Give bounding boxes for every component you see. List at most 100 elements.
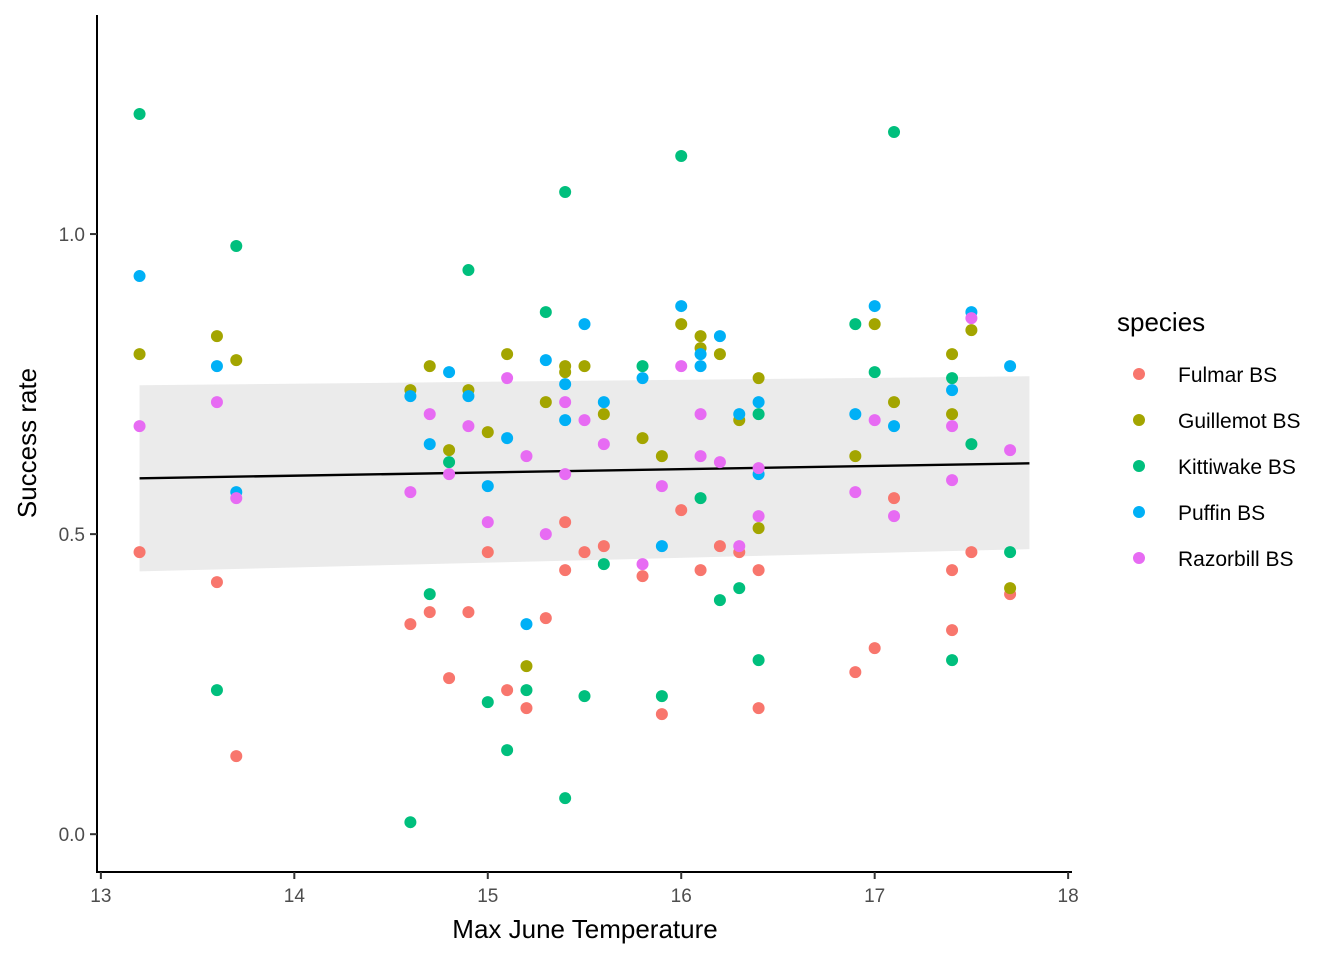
data-point-guillemot-bs	[597, 408, 610, 421]
data-point-puffin-bs	[675, 300, 688, 313]
data-point-kittiwake-bs	[404, 816, 417, 829]
data-point-puffin-bs	[210, 360, 223, 373]
confidence-band	[139, 376, 1030, 572]
data-point-razorbill-bs	[946, 474, 959, 487]
data-point-fulmar-bs	[501, 684, 514, 697]
data-point-guillemot-bs	[965, 324, 978, 337]
data-point-fulmar-bs	[965, 546, 978, 559]
data-point-fulmar-bs	[423, 606, 436, 619]
data-point-fulmar-bs	[849, 666, 862, 679]
data-point-kittiwake-bs	[559, 186, 572, 199]
data-point-puffin-bs	[733, 408, 746, 421]
data-point-razorbill-bs	[210, 396, 223, 409]
data-point-kittiwake-bs	[133, 108, 146, 121]
data-point-guillemot-bs	[655, 450, 668, 463]
data-point-puffin-bs	[694, 360, 707, 373]
data-point-fulmar-bs	[713, 540, 726, 553]
data-point-razorbill-bs	[752, 462, 765, 475]
data-point-razorbill-bs	[733, 540, 746, 553]
data-point-kittiwake-bs	[520, 684, 533, 697]
legend-key	[1133, 414, 1145, 426]
data-point-puffin-bs	[655, 540, 668, 553]
data-point-puffin-bs	[597, 396, 610, 409]
data-point-fulmar-bs	[462, 606, 475, 619]
data-point-razorbill-bs	[675, 360, 688, 373]
data-point-puffin-bs	[539, 354, 552, 367]
data-point-kittiwake-bs	[849, 318, 862, 331]
data-point-fulmar-bs	[752, 702, 765, 715]
data-point-razorbill-bs	[481, 516, 494, 529]
data-point-kittiwake-bs	[713, 594, 726, 607]
data-point-kittiwake-bs	[733, 582, 746, 595]
data-point-razorbill-bs	[965, 312, 978, 325]
legend-label: Puffin BS	[1178, 502, 1265, 525]
data-point-razorbill-bs	[694, 408, 707, 421]
data-point-guillemot-bs	[539, 396, 552, 409]
data-point-kittiwake-bs	[694, 492, 707, 505]
data-point-guillemot-bs	[1004, 582, 1017, 595]
data-point-guillemot-bs	[946, 348, 959, 361]
data-point-kittiwake-bs	[443, 456, 456, 469]
data-point-kittiwake-bs	[636, 360, 649, 373]
data-point-fulmar-bs	[597, 540, 610, 553]
data-point-guillemot-bs	[694, 330, 707, 343]
legend-key	[1133, 460, 1145, 472]
x-axis-title: Max June Temperature	[452, 914, 717, 944]
data-points-layer	[133, 108, 1017, 829]
data-point-puffin-bs	[501, 432, 514, 445]
data-point-kittiwake-bs	[578, 690, 591, 703]
data-point-razorbill-bs	[713, 456, 726, 469]
data-point-fulmar-bs	[230, 750, 243, 763]
data-point-fulmar-bs	[946, 624, 959, 637]
data-point-puffin-bs	[713, 330, 726, 343]
data-point-fulmar-bs	[694, 564, 707, 577]
legend-label: Fulmar BS	[1178, 364, 1277, 387]
data-point-guillemot-bs	[559, 366, 572, 379]
data-point-fulmar-bs	[520, 702, 533, 715]
data-point-kittiwake-bs	[888, 126, 901, 139]
data-point-guillemot-bs	[443, 444, 456, 457]
data-point-puffin-bs	[888, 420, 901, 433]
data-point-razorbill-bs	[655, 480, 668, 493]
data-point-razorbill-bs	[230, 492, 243, 505]
data-point-guillemot-bs	[849, 450, 862, 463]
data-point-razorbill-bs	[578, 414, 591, 427]
data-point-puffin-bs	[946, 384, 959, 397]
data-point-fulmar-bs	[559, 564, 572, 577]
data-point-razorbill-bs	[501, 372, 514, 385]
legend-label: Razorbill BS	[1178, 548, 1294, 571]
data-point-fulmar-bs	[655, 708, 668, 721]
data-point-puffin-bs	[423, 438, 436, 451]
data-point-puffin-bs	[481, 480, 494, 493]
x-tick-label: 13	[90, 886, 111, 907]
trend-line-layer	[139, 462, 1030, 480]
data-point-guillemot-bs	[423, 360, 436, 373]
data-point-razorbill-bs	[423, 408, 436, 421]
data-point-guillemot-bs	[868, 318, 881, 331]
data-point-guillemot-bs	[752, 372, 765, 385]
data-point-puffin-bs	[404, 390, 417, 403]
legend-label: Kittiwake BS	[1178, 456, 1296, 479]
data-point-puffin-bs	[752, 396, 765, 409]
data-point-razorbill-bs	[559, 468, 572, 481]
data-point-kittiwake-bs	[559, 792, 572, 805]
legend-label: Guillemot BS	[1178, 410, 1301, 433]
data-point-kittiwake-bs	[752, 654, 765, 667]
data-point-razorbill-bs	[404, 486, 417, 499]
data-point-fulmar-bs	[888, 492, 901, 505]
data-point-fulmar-bs	[578, 546, 591, 559]
data-point-puffin-bs	[868, 300, 881, 313]
legend-key	[1133, 506, 1145, 518]
x-tick-label: 16	[671, 886, 692, 907]
data-point-guillemot-bs	[501, 348, 514, 361]
data-point-guillemot-bs	[578, 360, 591, 373]
data-point-guillemot-bs	[210, 330, 223, 343]
data-point-kittiwake-bs	[965, 438, 978, 451]
data-point-fulmar-bs	[443, 672, 456, 685]
data-point-razorbill-bs	[462, 420, 475, 433]
data-point-puffin-bs	[578, 318, 591, 331]
x-tick-label: 18	[1058, 886, 1079, 907]
data-point-fulmar-bs	[946, 564, 959, 577]
data-point-razorbill-bs	[694, 450, 707, 463]
